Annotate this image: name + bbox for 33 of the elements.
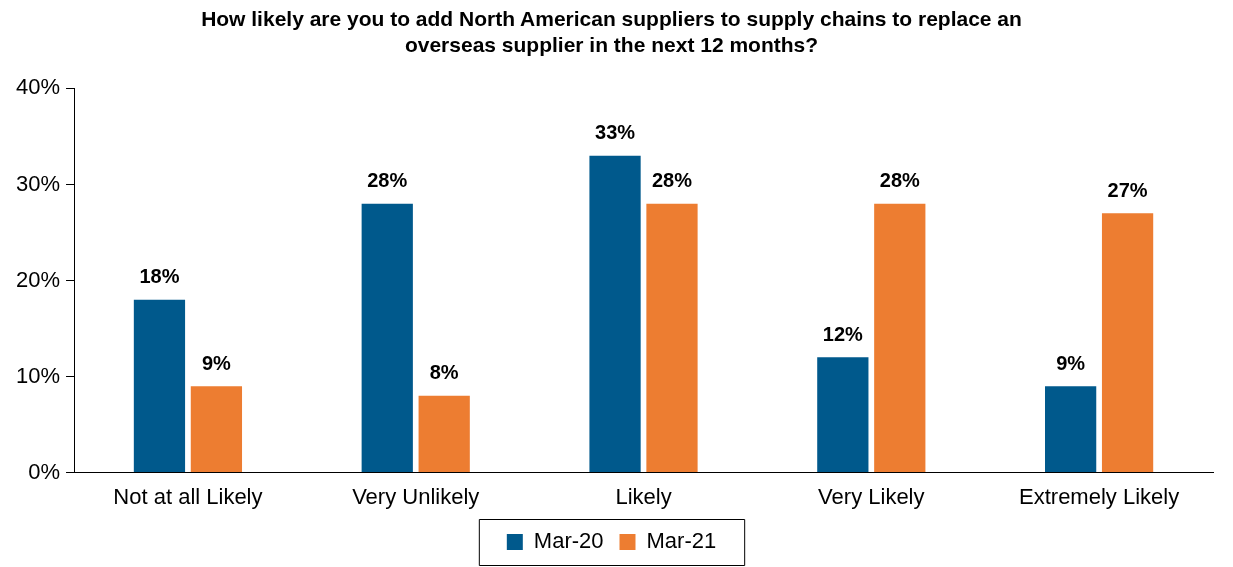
data-label: 9%: [1056, 351, 1086, 374]
bar: [1045, 386, 1097, 473]
bar: [190, 386, 243, 473]
y-tick-label: 20%: [15, 266, 61, 292]
bar: [1101, 213, 1154, 473]
bar: [646, 203, 698, 473]
legend-label: Mar-21: [646, 528, 717, 554]
data-label: 8%: [429, 361, 459, 384]
data-label: 33%: [595, 121, 636, 144]
x-tick-label: Extremely Likely: [1019, 483, 1180, 509]
bar: [874, 203, 926, 473]
data-label: 28%: [651, 169, 693, 192]
data-label: 18%: [139, 265, 180, 288]
y-tick-label: 10%: [15, 362, 61, 388]
bar: [361, 203, 413, 473]
data-label: 27%: [1107, 178, 1148, 201]
data-label: 9%: [201, 351, 232, 374]
data-label: 12%: [822, 322, 864, 345]
x-tick-label: Not at all Likely: [113, 483, 263, 509]
legend-label: Mar-20: [533, 528, 604, 554]
bar: [133, 299, 186, 473]
x-tick-label: Very Likely: [818, 483, 925, 509]
y-tick-label: 30%: [15, 170, 61, 196]
bar: [589, 155, 641, 473]
data-label: 28%: [367, 169, 408, 192]
y-tick-label: 0%: [28, 458, 61, 484]
bar: [418, 395, 470, 473]
chart-title: How likely are you to add North American suppliers to supply chains to replace an overseas supplier in the next 12 months?: [201, 7, 1022, 56]
bar: [817, 357, 869, 473]
y-tick-label: 40%: [15, 74, 61, 100]
x-tick-label: Very Unlikely: [352, 483, 480, 509]
data-label: 28%: [879, 169, 921, 192]
x-tick-label: Likely: [615, 483, 672, 509]
